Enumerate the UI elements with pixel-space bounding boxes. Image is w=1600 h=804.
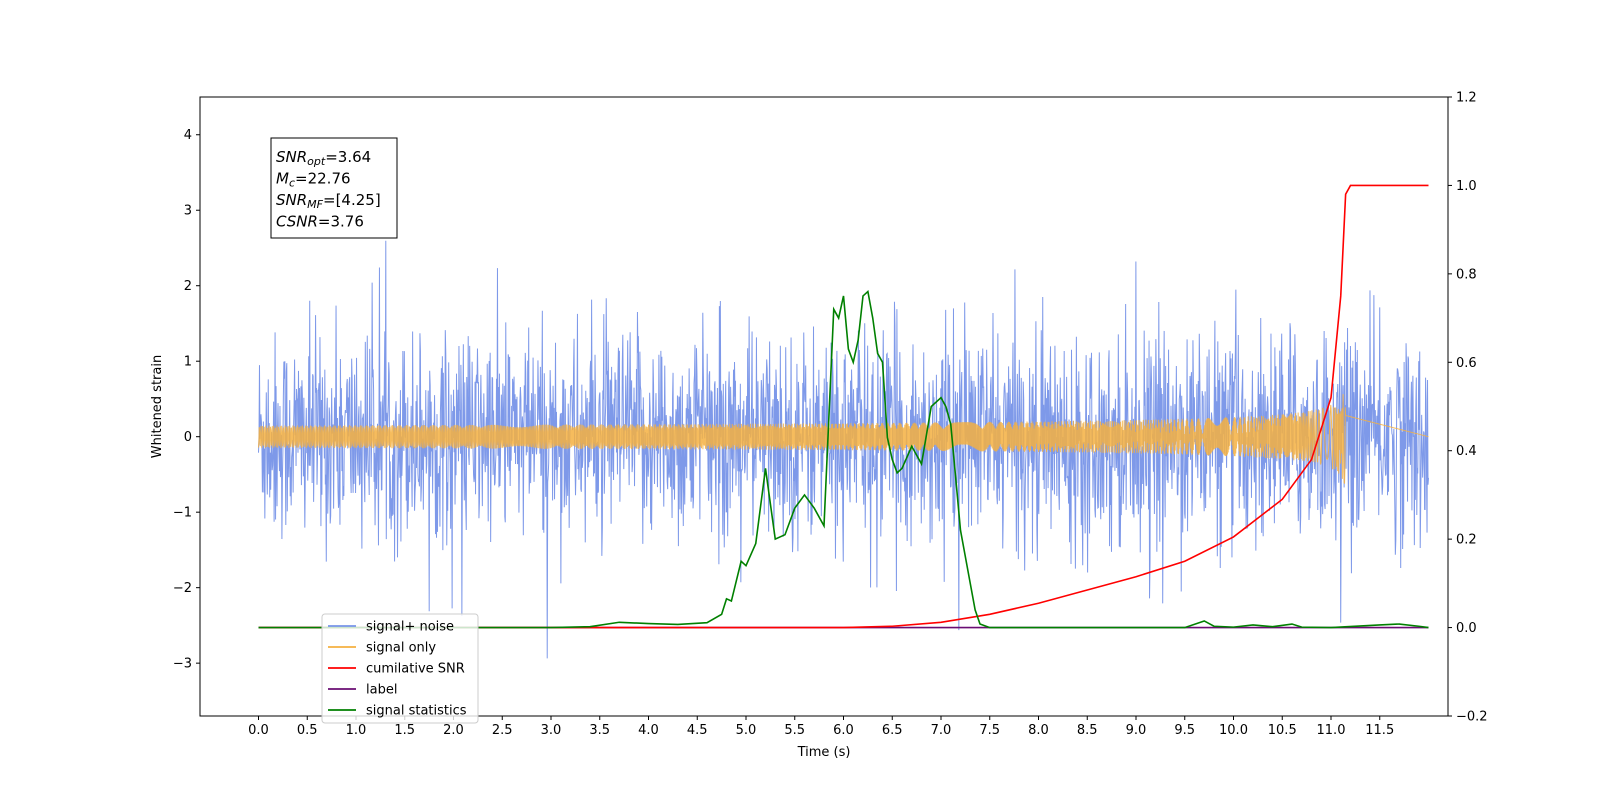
x-tick-label: 10.0 <box>1219 723 1248 738</box>
y2-tick-label: 1.2 <box>1456 91 1477 106</box>
annotation-symbol: M <box>276 170 289 188</box>
annotation-symbol: SNR <box>276 148 307 166</box>
annotation-value: =22.76 <box>295 170 351 188</box>
y-tick-label: 1 <box>184 355 192 370</box>
signal-noise-line <box>258 240 1429 659</box>
x-tick-label: 0.5 <box>297 723 318 738</box>
y-axis-ticks: −3 −2 −1 0 1 2 3 4 <box>173 128 200 672</box>
y-tick-label: 4 <box>184 128 192 143</box>
annotation-subscript: MF <box>307 198 323 211</box>
y2-tick-label: 0.4 <box>1456 444 1477 459</box>
cumilative-snr-line <box>258 184 1429 629</box>
signal-statistics-line <box>258 289 1429 629</box>
x-tick-label: 11.0 <box>1317 723 1346 738</box>
annotation-frame <box>270 137 398 239</box>
x-tick-label: 7.5 <box>979 723 1000 738</box>
signal-only-series <box>258 394 1429 484</box>
y-tick-label: −3 <box>173 657 192 672</box>
x-tick-label: 10.5 <box>1268 723 1297 738</box>
y2-tick-label: 0.8 <box>1456 267 1477 282</box>
x-tick-label: 9.5 <box>1174 723 1195 738</box>
legend-entry: cumilative SNR <box>366 662 465 677</box>
x-tick-label: 8.0 <box>1028 723 1049 738</box>
x-axis-title: Time (s) <box>797 745 851 760</box>
x-tick-label: 6.5 <box>882 723 903 738</box>
y2-axis-ticks: −0.2 0.0 0.2 0.4 0.6 0.8 1.0 1.2 <box>1448 91 1488 725</box>
annotation-value: =3.76 <box>318 213 364 231</box>
x-tick-label: 1.5 <box>394 723 415 738</box>
legend-entry: signal statistics <box>366 704 467 719</box>
x-tick-label: 0.0 <box>248 723 269 738</box>
x-axis-ticks: 0.0 0.5 1.0 1.5 2.0 2.5 3.0 3.5 4.0 4.5 5.0 5.5 6.0 6… <box>248 716 1394 738</box>
x-tick-label: 5.0 <box>736 723 757 738</box>
x-tick-label: 6.0 <box>833 723 854 738</box>
x-tick-label: 1.0 <box>346 723 367 738</box>
signal-noise-series <box>258 240 1429 659</box>
annotation-symbol: SNR <box>276 191 307 209</box>
x-tick-label: 4.5 <box>687 723 708 738</box>
annotation-line: SNRMF=[4.25] <box>276 191 381 211</box>
legend: signal+ noise signal only cumilative SNR la… <box>321 613 479 724</box>
x-tick-label: 3.0 <box>541 723 562 738</box>
annotation-value: =[4.25] <box>323 191 381 209</box>
y-tick-label: 0 <box>184 430 192 445</box>
y2-tick-label: 0.2 <box>1456 533 1477 548</box>
x-tick-label: 2.5 <box>492 723 513 738</box>
x-tick-label: 8.5 <box>1077 723 1098 738</box>
x-tick-label: 5.5 <box>784 723 805 738</box>
x-tick-label: 7.0 <box>931 723 952 738</box>
annotation-line: CSNR=3.76 <box>276 213 364 231</box>
y2-tick-label: 1.0 <box>1456 179 1477 194</box>
y2-tick-label: 0.0 <box>1456 621 1477 636</box>
legend-entry: label <box>366 683 397 698</box>
x-tick-label: 9.0 <box>1126 723 1147 738</box>
y-tick-label: −2 <box>173 581 192 596</box>
y2-tick-label: −0.2 <box>1456 710 1488 725</box>
x-tick-label: 11.5 <box>1365 723 1394 738</box>
y-tick-label: 2 <box>184 279 192 294</box>
annotation-subscript: opt <box>307 155 326 168</box>
y-tick-label: 3 <box>184 204 192 219</box>
y2-tick-label: 0.6 <box>1456 356 1477 371</box>
x-tick-label: 2.0 <box>443 723 464 738</box>
legend-entry: signal+ noise <box>366 620 454 635</box>
legend-frame <box>321 613 479 724</box>
annotation-line: SNRopt=3.64 <box>276 148 371 168</box>
annotation-value: =3.64 <box>325 148 371 166</box>
annotation-subscript: c <box>289 177 295 190</box>
annotation-symbol: CSNR <box>276 213 318 231</box>
annotation-line: Mc=22.76 <box>276 170 351 190</box>
x-tick-label: 3.5 <box>589 723 610 738</box>
y-tick-label: −1 <box>173 506 192 521</box>
x-tick-label: 4.0 <box>638 723 659 738</box>
legend-entry: signal only <box>366 641 436 656</box>
y-axis-title: Whitened strain <box>150 355 165 458</box>
plot-frame <box>199 96 1449 717</box>
signal-only-line <box>258 394 1429 484</box>
